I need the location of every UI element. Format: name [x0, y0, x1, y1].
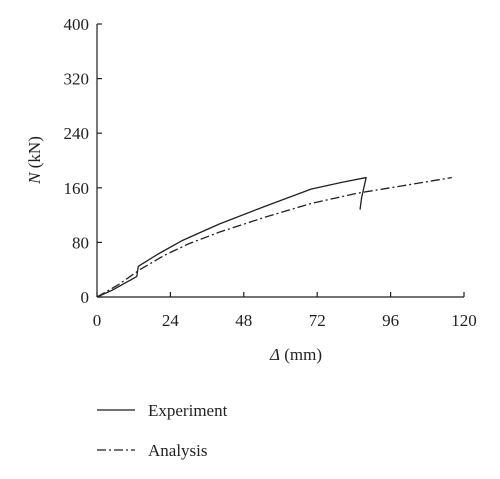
y-axis-title-var: N: [25, 171, 44, 185]
legend-label-analysis: Analysis: [148, 441, 208, 460]
x-axis-title-unit: (mm): [280, 345, 322, 364]
y-tick-label: 240: [64, 124, 90, 143]
y-axis-title-unit: (kN): [25, 136, 44, 172]
series-line-experiment: [96, 176, 367, 298]
axes: [96, 24, 464, 298]
y-tick-label: 400: [64, 15, 90, 34]
y-tick-label: 80: [72, 233, 89, 252]
x-tick-label: 72: [309, 311, 326, 330]
x-tick-label: 48: [235, 311, 252, 330]
x-tick-label: 24: [162, 311, 180, 330]
y-tick-label: 320: [64, 70, 90, 89]
x-tick-label: 0: [93, 311, 102, 330]
y-tick-label: 0: [81, 288, 90, 307]
x-axis-title-var: Δ: [269, 345, 280, 364]
x-ticks: 0 24 48 72 96 120: [93, 292, 477, 330]
y-ticks: 0 80 160 240 320 400: [64, 15, 102, 307]
x-axis-title: Δ (mm): [269, 345, 322, 364]
x-tick-label: 96: [382, 311, 399, 330]
legend-label-experiment: Experiment: [148, 401, 228, 420]
y-axis-title: N (kN): [25, 136, 44, 185]
legend: Experiment Analysis: [97, 401, 228, 460]
series-line-analysis: [96, 176, 452, 298]
y-tick-label: 160: [64, 179, 90, 198]
series-group: [96, 176, 452, 298]
x-tick-label: 120: [451, 311, 477, 330]
